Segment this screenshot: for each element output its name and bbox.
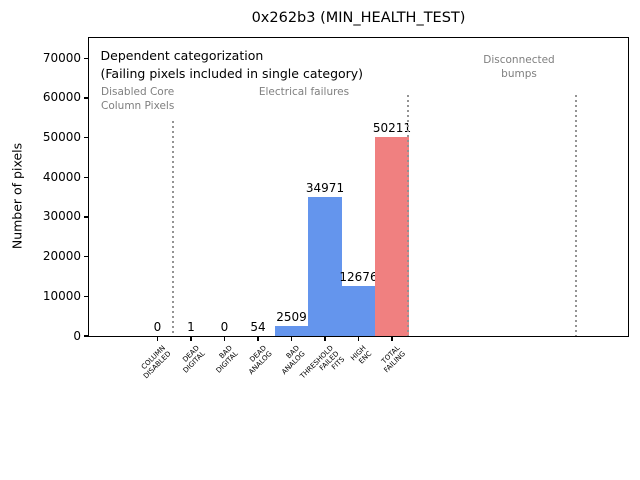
x-tick-label-bad-digital: BAD DIGITAL bbox=[214, 344, 240, 375]
y-axis-tick bbox=[84, 256, 88, 258]
y-tick-label: 30000 bbox=[42, 209, 81, 224]
chart-title: 0x262b3 (MIN_HEALTH_TEST) bbox=[251, 10, 466, 26]
bar-value-label: 1 bbox=[187, 320, 195, 334]
x-tick-label-high-enc: HIGH ENC bbox=[349, 344, 374, 366]
annotation-bumps-note: Disconnected bumps bbox=[483, 54, 555, 80]
section-divider bbox=[172, 121, 174, 336]
section-divider bbox=[406, 95, 409, 336]
x-axis-tick bbox=[357, 336, 360, 341]
bar-bad-analog bbox=[274, 326, 309, 336]
section-divider bbox=[575, 95, 577, 336]
bar-high-enc bbox=[341, 285, 376, 336]
bar-value-label: 54 bbox=[250, 320, 266, 334]
bar-threshold-failed-fits bbox=[308, 197, 342, 336]
annotation-dependent-subnote: (Failing pixels included in single categ… bbox=[100, 65, 364, 81]
y-axis-tick bbox=[84, 176, 88, 178]
y-tick-label: 20000 bbox=[42, 249, 81, 264]
plot-area: 0 10000 20000 30000 40000 50000 60000 70000 0 COL… bbox=[43, 37, 629, 380]
y-tick-label: 70000 bbox=[42, 50, 81, 65]
y-tick-label: 10000 bbox=[42, 288, 81, 303]
x-axis-tick bbox=[156, 336, 159, 341]
y-axis-tick bbox=[84, 216, 88, 218]
bar-value-label: 34971 bbox=[305, 181, 345, 196]
bar-value-label: 2509 bbox=[276, 310, 307, 325]
y-axis-tick bbox=[84, 136, 88, 139]
x-tick-label-column-disabled: COLUMN DISABLED bbox=[140, 344, 173, 381]
bar-value-label: 50211 bbox=[372, 120, 412, 135]
x-axis-tick bbox=[324, 336, 326, 341]
x-tick-label-dead-analog: DEAD ANALOG bbox=[246, 344, 274, 377]
bar-value-label: 0 bbox=[153, 320, 162, 334]
bar-value-label: 12676 bbox=[339, 269, 378, 284]
x-axis-tick bbox=[391, 336, 393, 341]
annotation-electrical-note: Electrical failures bbox=[258, 86, 350, 98]
y-axis-tick bbox=[84, 57, 88, 59]
x-axis-tick bbox=[257, 336, 259, 341]
y-axis-tick bbox=[84, 295, 88, 298]
y-axis-tick bbox=[84, 335, 88, 337]
x-tick-label-total-failing: TOTAL FAILING bbox=[380, 344, 408, 375]
x-axis-tick bbox=[190, 336, 192, 341]
y-tick-label: 50000 bbox=[42, 130, 81, 145]
y-axis-tick bbox=[84, 97, 88, 99]
y-tick-label: 0 bbox=[73, 328, 81, 343]
x-tick-label-threshold-failed-fits: THRESHOLD FAILED FITS bbox=[298, 344, 346, 381]
bar-total-failing bbox=[375, 136, 409, 336]
x-axis-tick bbox=[223, 336, 226, 341]
x-axis-tick bbox=[290, 336, 293, 341]
y-axis-title: Number of pixels bbox=[9, 142, 25, 250]
annotation-dependent-note: Dependent categorization bbox=[100, 48, 264, 63]
bar-value-label: 0 bbox=[220, 320, 229, 334]
y-tick-label: 40000 bbox=[42, 169, 81, 184]
y-tick-label: 60000 bbox=[42, 90, 81, 105]
annotation-disabled-core-note: Disabled Core Column Pixels bbox=[101, 86, 175, 112]
x-tick-label-dead-digital: DEAD DIGITAL bbox=[180, 344, 207, 375]
